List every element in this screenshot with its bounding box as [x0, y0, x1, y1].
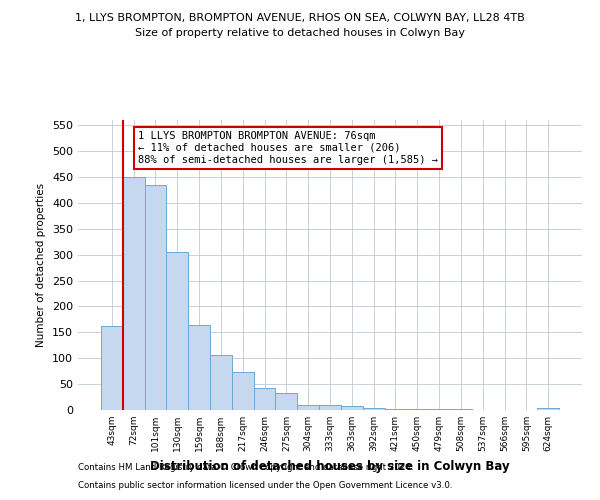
Bar	[254, 388, 275, 410]
Bar	[101, 326, 123, 410]
Bar	[363, 408, 385, 410]
Bar	[188, 324, 210, 410]
Bar	[166, 252, 188, 410]
Bar	[341, 406, 363, 410]
Bar	[145, 184, 166, 410]
Bar	[319, 405, 341, 410]
Text: 1 LLYS BROMPTON BROMPTON AVENUE: 76sqm
← 11% of detached houses are smaller (206: 1 LLYS BROMPTON BROMPTON AVENUE: 76sqm ←…	[138, 132, 438, 164]
Bar	[297, 405, 319, 410]
Bar	[232, 372, 254, 410]
Bar	[210, 354, 232, 410]
Bar	[275, 393, 297, 410]
Text: Size of property relative to detached houses in Colwyn Bay: Size of property relative to detached ho…	[135, 28, 465, 38]
Y-axis label: Number of detached properties: Number of detached properties	[37, 183, 46, 347]
Bar	[123, 177, 145, 410]
Text: 1, LLYS BROMPTON, BROMPTON AVENUE, RHOS ON SEA, COLWYN BAY, LL28 4TB: 1, LLYS BROMPTON, BROMPTON AVENUE, RHOS …	[75, 12, 525, 22]
Bar	[537, 408, 559, 410]
X-axis label: Distribution of detached houses by size in Colwyn Bay: Distribution of detached houses by size …	[150, 460, 510, 472]
Text: Contains HM Land Registry data © Crown copyright and database right 2024.: Contains HM Land Registry data © Crown c…	[78, 464, 413, 472]
Text: Contains public sector information licensed under the Open Government Licence v3: Contains public sector information licen…	[78, 481, 452, 490]
Bar	[385, 409, 406, 410]
